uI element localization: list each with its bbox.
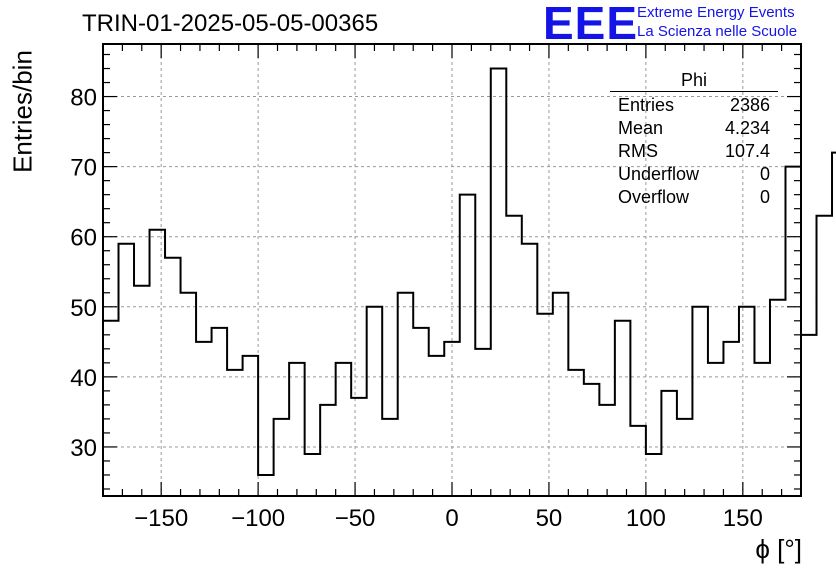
stats-value: 107.4 (724, 141, 770, 161)
histogram-bin (708, 363, 724, 496)
histogram-bin (103, 321, 119, 496)
histogram-bin (522, 244, 538, 496)
histogram-bin (646, 454, 662, 496)
y-tick-label: 40 (70, 365, 97, 392)
histogram-bin (274, 419, 290, 496)
histogram-bin (134, 286, 150, 496)
histogram-bin (460, 195, 476, 496)
stats-row-mean: Mean 4.234 (610, 117, 778, 140)
histogram-bin (537, 314, 553, 496)
histogram-bin (196, 342, 212, 496)
histogram-bin (243, 356, 259, 496)
stats-value: 4.234 (724, 118, 770, 138)
stats-value: 0 (759, 164, 770, 184)
histogram-bin (336, 363, 352, 496)
stats-label: Mean (618, 118, 664, 138)
histogram-bin (367, 307, 383, 496)
y-tick-label: 50 (70, 295, 97, 322)
histogram-bin (351, 398, 367, 496)
histogram-bin (692, 307, 708, 496)
stats-row-overflow: Overflow 0 (610, 186, 778, 209)
x-tick-label: −150 (134, 505, 188, 532)
x-tick-label: −100 (231, 505, 285, 532)
histogram-bin (817, 216, 833, 496)
chart-title: TRIN-01-2025-05-05-00365 (82, 10, 379, 37)
histogram-bin (506, 216, 522, 496)
x-tick-label: −50 (335, 505, 376, 532)
logo-caption-line2: La Scienza nelle Scuole (637, 23, 798, 40)
stats-label: Entries (618, 95, 675, 115)
histogram-bin (382, 419, 398, 496)
histogram-bin (491, 69, 507, 496)
x-tick-label: 150 (723, 505, 763, 532)
histogram-bin (677, 419, 693, 496)
x-axis-label: ϕ [°] (755, 534, 802, 564)
histogram-bin (413, 328, 429, 496)
histogram-bin (475, 349, 491, 496)
y-axis-label: Entries/bin (7, 50, 38, 173)
histogram-bin (150, 230, 166, 496)
histogram-bin (801, 335, 817, 496)
histogram-bin (553, 293, 569, 496)
stats-row-rms: RMS 107.4 (610, 140, 778, 163)
y-tick-label: 80 (70, 85, 97, 112)
histogram-bin (739, 307, 755, 496)
eee-logo: EEE (543, 0, 639, 49)
histogram-bin (181, 293, 197, 496)
histogram-bin (615, 321, 631, 496)
histogram-bin (258, 475, 274, 496)
histogram-bin (305, 454, 321, 496)
y-tick-label: 60 (70, 225, 97, 252)
histogram-bin (832, 153, 836, 496)
stats-label: RMS (618, 141, 658, 161)
stats-title: Phi (610, 70, 778, 92)
histogram-bin (770, 300, 786, 496)
x-tick-label: 100 (626, 505, 666, 532)
histogram-bin (754, 363, 770, 496)
histogram-bin (584, 384, 600, 496)
histogram-bin (398, 293, 414, 496)
histogram-bin (630, 426, 646, 496)
y-tick-label: 30 (70, 435, 97, 462)
stats-label: Underflow (618, 164, 700, 184)
histogram-bin (320, 405, 336, 496)
histogram-bin (227, 370, 243, 496)
x-tick-label: 50 (536, 505, 563, 532)
histogram-bin (661, 391, 677, 496)
histogram-outline (103, 67, 836, 476)
histogram-bin (444, 342, 460, 496)
y-tick-label: 70 (70, 155, 97, 182)
histogram-bin (723, 342, 739, 496)
stats-value: 0 (759, 187, 770, 207)
histogram-bin (289, 363, 305, 496)
histogram-bin (212, 328, 228, 496)
histogram-bin (119, 244, 135, 496)
stats-value: 2386 (729, 95, 770, 115)
histogram-bin (165, 258, 181, 496)
histogram-bin (568, 370, 584, 496)
histogram-bin (429, 356, 445, 496)
logo-caption: Extreme Energy Events La Scienza nelle S… (637, 3, 797, 41)
stats-box: Phi Entries 2386 Mean 4.234 RMS 107.4 Un… (610, 70, 778, 209)
x-tick-label: 0 (445, 505, 458, 532)
logo-caption-line1: Extreme Energy Events (637, 4, 795, 21)
stats-label: Overflow (618, 187, 690, 207)
stats-row-entries: Entries 2386 (610, 94, 778, 117)
stats-row-underflow: Underflow 0 (610, 163, 778, 186)
histogram-bin (599, 405, 615, 496)
